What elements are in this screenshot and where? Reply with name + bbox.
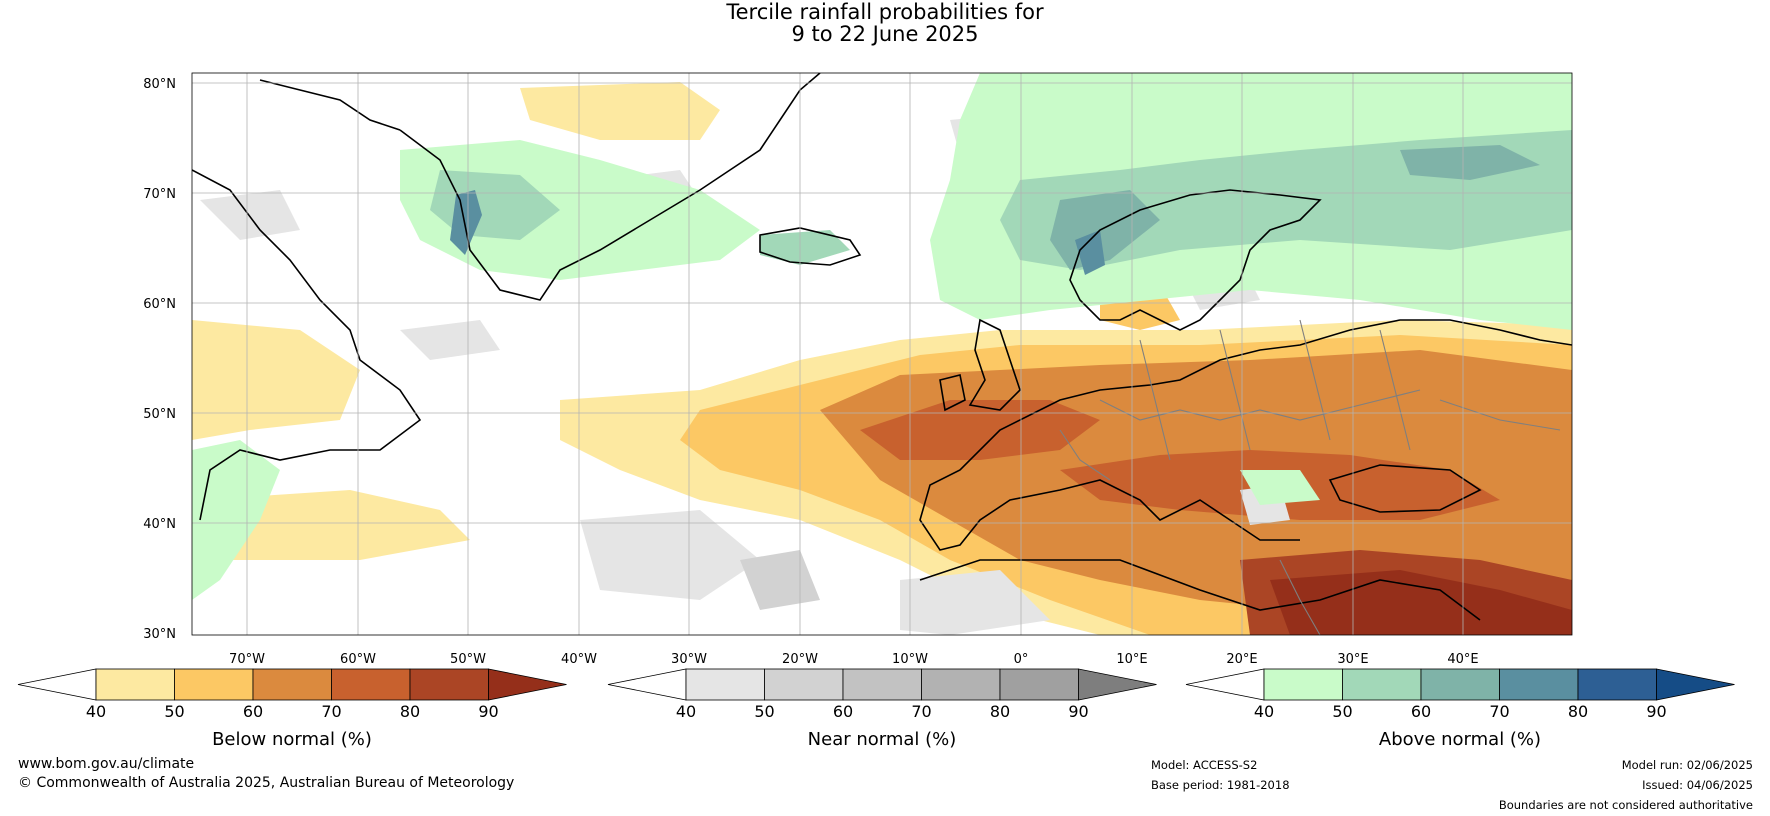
lon-label: 20°W: [782, 652, 818, 667]
lon-label: 40°W: [561, 652, 597, 667]
map-title-line1: Tercile rainfall probabilities for: [726, 0, 1044, 24]
colorbar-extension-high: [1078, 668, 1157, 701]
colorbar-below-normal: 40 50 60 70 80 90: [17, 668, 567, 721]
colorbar-tick-label: 70: [321, 702, 341, 721]
lon-label: 50°W: [450, 652, 486, 667]
lon-label: 10°E: [1116, 652, 1147, 667]
colorbar-tick-label: 40: [676, 702, 696, 721]
colorbar-tick-label: 90: [478, 702, 498, 721]
colorbar-tick-label: 50: [754, 702, 774, 721]
colorbar-swatch: [95, 668, 175, 701]
lon-label: 0°: [1014, 652, 1029, 667]
colorbar-tick-label: 40: [1254, 702, 1274, 721]
colorbar-tick-label: 40: [86, 702, 106, 721]
lon-label: 20°E: [1226, 652, 1257, 667]
colorbar-tick-label: 60: [833, 702, 853, 721]
colorbar-swatch: [174, 668, 254, 701]
colorbar-swatch: [409, 668, 489, 701]
colorbar-swatch: [1499, 668, 1579, 701]
lon-label: 70°W: [229, 652, 265, 667]
lon-label: 30°E: [1337, 652, 1368, 667]
model-name: Model: ACCESS-S2: [1151, 758, 1258, 772]
colorbar-tick-label: 80: [1568, 702, 1588, 721]
map-frame: [191, 72, 1573, 636]
lon-label: 10°W: [892, 652, 928, 667]
above-normal-regions: [192, 73, 1572, 600]
colorbar-swatch: [685, 668, 765, 701]
lat-label: 80°N: [143, 77, 176, 92]
colorbar-tick-label: 60: [1411, 702, 1431, 721]
base-period: Base period: 1981-2018: [1151, 778, 1290, 792]
colorbar-label-below: Below normal (%): [212, 729, 372, 750]
colorbar-swatch: [1420, 668, 1500, 701]
lat-label: 50°N: [143, 407, 176, 422]
lat-label: 30°N: [143, 627, 176, 642]
lat-label: 60°N: [143, 297, 176, 312]
graticule: [192, 73, 1572, 635]
colorbar-tick-label: 50: [164, 702, 184, 721]
colorbar-swatch: [999, 668, 1079, 701]
colorbar-swatch: [1577, 668, 1657, 701]
colorbar-tick-label: 90: [1068, 702, 1088, 721]
colorbar-swatch: [1342, 668, 1422, 701]
colorbar-near-normal: 40 50 60 70 80 90: [607, 668, 1157, 721]
model-run-date: Model run: 02/06/2025: [1621, 758, 1753, 772]
website-link[interactable]: www.bom.gov.au/climate: [18, 756, 195, 772]
issued-date: Issued: 04/06/2025: [1642, 778, 1753, 792]
colorbar-extension-high: [1656, 668, 1735, 701]
colorbar-tick-label: 80: [990, 702, 1010, 721]
colorbar-label-near: Near normal (%): [808, 729, 957, 750]
map-title-line2: 9 to 22 June 2025: [791, 22, 979, 46]
boundary-disclaimer: Boundaries are not considered authoritat…: [1498, 798, 1753, 812]
country-borders: [1059, 319, 1561, 635]
colorbar-label-above: Above normal (%): [1379, 729, 1541, 750]
lon-label: 30°W: [671, 652, 707, 667]
colorbar-extension-low: [607, 668, 687, 701]
lat-label: 40°N: [143, 517, 176, 532]
colorbar-above-normal: 40 50 60 70 80 90: [1185, 668, 1735, 721]
colorbar-tick-label: 80: [400, 702, 420, 721]
colorbar-swatch: [1263, 668, 1343, 701]
colorbar-swatch: [252, 668, 332, 701]
colorbar-tick-label: 50: [1332, 702, 1352, 721]
coastlines: [192, 73, 1572, 621]
colorbar-extension-low: [1185, 668, 1265, 701]
copyright-text: © Commonwealth of Australia 2025, Austra…: [18, 775, 515, 791]
colorbar-tick-label: 70: [911, 702, 931, 721]
map-plot-area: [192, 73, 1572, 635]
lat-labels: 80°N 70°N 60°N 50°N 40°N 30°N: [143, 77, 176, 642]
lon-label: 40°E: [1447, 652, 1478, 667]
colorbar-extension-high: [488, 668, 567, 701]
lon-label: 60°W: [340, 652, 376, 667]
lon-labels: 70°W 60°W 50°W 40°W 30°W 20°W 10°W 0° 10…: [229, 652, 1479, 667]
colorbar-tick-label: 70: [1489, 702, 1509, 721]
colorbar-swatch: [331, 668, 411, 701]
colorbar-swatch: [842, 668, 922, 701]
colorbar-tick-label: 90: [1646, 702, 1666, 721]
colorbar-swatch: [921, 668, 1001, 701]
colorbar-swatch: [764, 668, 844, 701]
below-normal-regions: [192, 82, 1572, 635]
colorbar-extension-low: [17, 668, 97, 701]
lat-label: 70°N: [143, 187, 176, 202]
colorbar-tick-label: 60: [243, 702, 263, 721]
